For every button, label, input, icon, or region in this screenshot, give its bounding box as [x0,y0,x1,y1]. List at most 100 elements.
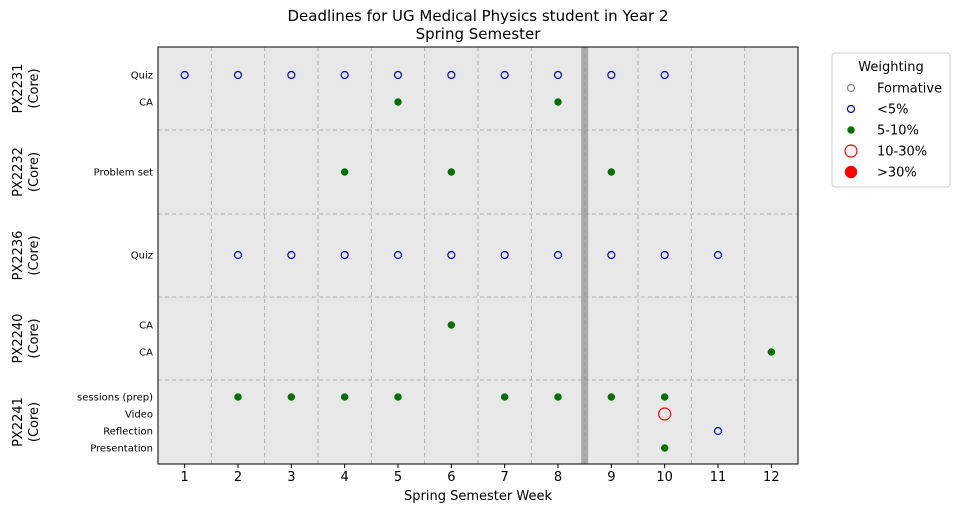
deadline-point [658,407,672,421]
deadline-point [607,168,616,176]
deadline-point [287,250,296,260]
row-label: CA [139,348,153,359]
x-tick-label: 7 [501,470,509,485]
deadline-point [500,393,509,401]
module-code: PX2241 [11,397,26,447]
legend-label: 5-10% [877,124,919,139]
module-code: PX2231 [11,64,26,114]
row-label: Reflection [103,427,153,438]
deadline-point [340,168,349,176]
deadline-point [713,426,723,436]
deadline-point [660,70,669,80]
deadline-point [713,250,723,260]
module-tag: (Core) [27,68,42,108]
row-label: Presentation [90,444,153,455]
deadline-point [340,70,349,80]
module-code: PX2236 [11,231,26,281]
legend-box [831,52,951,188]
deadline-point [340,393,349,401]
row-label: Problem set [94,168,153,179]
row-labels: Quiz CA Problem set Quiz CA CA sessions (prep)… [77,71,153,455]
x-tick-label: 10 [656,470,673,485]
legend-label: <5% [877,103,909,118]
module-labels: PX2231 (Core)PX2232 (Core)PX2236 (Core)PX22… [11,64,42,447]
deadline-point [553,70,563,80]
legend-marker [847,126,855,134]
legend-marker [844,144,858,158]
legend: Weighting Formative <5% 5-10% 10-30% >30% [831,52,951,188]
row-label: Video [125,410,153,421]
module-tag: (Core) [27,152,42,192]
module-tag: (Core) [27,235,42,275]
deadline-point [660,250,669,260]
module-label: PX2241 (Core) [11,397,42,447]
deadline-point [180,70,189,80]
deadline-point [500,70,509,80]
deadline-point [767,348,776,356]
legend-label: Formative [877,82,942,97]
grid [158,47,798,464]
chart-title-line1: Deadlines for UG Medical Physics student… [287,7,668,25]
reading-week-bar [581,47,589,464]
x-tick-label: 4 [341,470,349,485]
plot-frame [157,46,799,465]
x-tick-label: 9 [607,470,615,485]
deadline-point [287,393,296,401]
x-tick-label: 2 [234,470,242,485]
x-axis-ticks: 1 2 3 4 5 6 7 8 9 10 11 12 [181,464,780,485]
deadline-point [447,250,456,260]
row-label: CA [139,321,153,332]
legend-label: >30% [877,166,917,181]
legend-marker [844,165,858,179]
module-label: PX2232 (Core) [11,147,42,197]
plot-area [158,47,798,464]
deadline-point [553,250,563,260]
deadline-point [393,250,403,260]
x-tick-label: 11 [710,470,727,485]
module-code: PX2232 [11,147,26,197]
legend-title: Weighting [858,60,923,75]
deadline-point [554,393,562,401]
deadline-point [447,321,456,329]
deadline-point [500,250,509,260]
deadline-point [607,70,616,80]
deadline-point [394,98,402,106]
legend-marker [846,104,856,114]
module-tag: (Core) [27,318,42,358]
chart-title-line2: Spring Semester [416,25,542,43]
deadline-point [234,393,242,401]
x-tick-label: 8 [554,470,562,485]
deadline-point [447,70,456,80]
x-tick-label: 3 [287,470,295,485]
module-label: PX2231 (Core) [11,64,42,114]
x-tick-label: 1 [181,470,189,485]
reading-week-marker [581,47,589,464]
data-points [180,70,776,452]
deadline-point [607,393,616,401]
deadline-point [233,250,243,260]
deadline-point [233,70,243,80]
x-tick-label: 6 [447,470,455,485]
x-tick-label: 12 [763,470,780,485]
module-label: PX2236 (Core) [11,231,42,281]
module-code: PX2240 [11,314,26,364]
deadline-point [393,70,403,80]
deadline-point [607,250,616,260]
module-tag: (Core) [27,402,42,442]
x-axis-label: Spring Semester Week [404,489,552,504]
x-tick-label: 5 [394,470,402,485]
deadline-point [660,393,669,401]
deadline-point [554,98,562,106]
legend-label: 10-30% [877,145,927,160]
row-label: Quiz [131,251,153,262]
module-label: PX2240 (Core) [11,314,42,364]
row-label: Quiz [131,71,153,82]
legend-marker [846,83,856,93]
deadline-point [394,393,402,401]
row-label: CA [139,98,153,109]
legend-entries: Formative <5% 5-10% 10-30% >30% [844,82,942,181]
deadline-point [340,250,349,260]
deadline-point [447,168,456,176]
deadline-point [287,70,296,80]
